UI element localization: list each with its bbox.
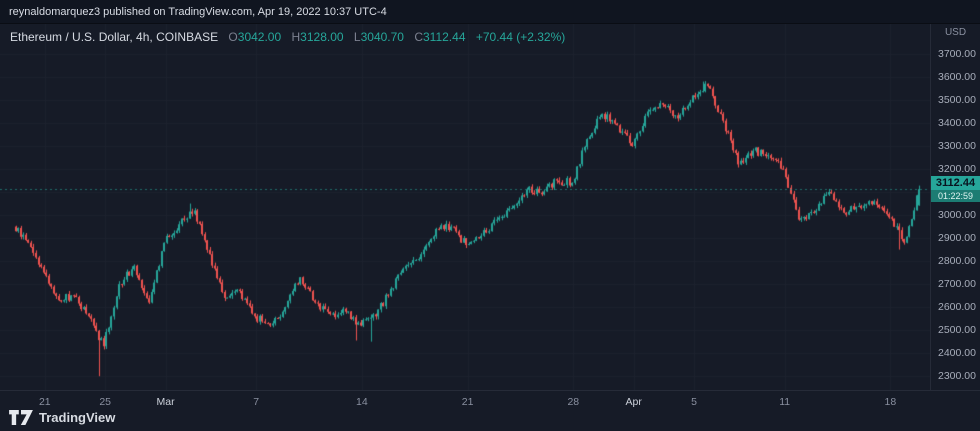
last-price-value: 3112.44 bbox=[935, 177, 976, 190]
tradingview-logo-icon bbox=[9, 410, 33, 425]
symbol-title[interactable]: Ethereum / U.S. Dollar, 4h, COINBASE bbox=[10, 30, 219, 44]
time-axis[interactable]: 21 25 Mar 7 14 21 28 Apr 5 11 18 bbox=[0, 390, 980, 431]
symbol-legend: Ethereum / U.S. Dollar, 4h, COINBASE O30… bbox=[10, 30, 565, 44]
price-axis[interactable]: USD 2300.00 2400.00 2500.00 2600.00 2700.00 2… bbox=[930, 24, 980, 390]
last-price-label: 3112.44 01:22:59 bbox=[931, 176, 980, 203]
open-value: 3042.00 bbox=[237, 30, 282, 44]
price-tick-label: 2900.00 bbox=[938, 232, 976, 245]
time-tick-label: 18 bbox=[884, 396, 897, 408]
time-tick-label: 5 bbox=[691, 396, 698, 408]
time-tick-label: 7 bbox=[253, 396, 260, 408]
price-tick-label: 3500.00 bbox=[938, 93, 976, 106]
price-tick-label: 3400.00 bbox=[938, 116, 976, 129]
time-tick-label: Apr bbox=[625, 396, 642, 408]
tradingview-logo-text: TradingView bbox=[39, 410, 116, 425]
price-tick-label: 3600.00 bbox=[938, 70, 976, 83]
price-tick-label: 2400.00 bbox=[938, 347, 976, 360]
price-tick-label: 3700.00 bbox=[938, 47, 976, 60]
change-value: +70.44 (+2.32%) bbox=[475, 30, 566, 44]
price-tick-label: 2800.00 bbox=[938, 255, 976, 268]
chart-pane[interactable]: Ethereum / U.S. Dollar, 4h, COINBASE O30… bbox=[0, 24, 930, 390]
time-tick-label: 21 bbox=[461, 396, 474, 408]
price-tick-label: 2500.00 bbox=[938, 324, 976, 337]
time-tick-label: 14 bbox=[356, 396, 368, 408]
high-value: 3128.00 bbox=[300, 30, 344, 44]
time-tick-label: 11 bbox=[779, 396, 791, 408]
close-label: C bbox=[414, 30, 423, 44]
price-tick-label: 3200.00 bbox=[938, 163, 976, 176]
price-tick-label: 2600.00 bbox=[938, 301, 976, 314]
price-tick-label: 2700.00 bbox=[938, 278, 976, 291]
low-label: L bbox=[353, 30, 361, 44]
price-tick-label: 3000.00 bbox=[938, 209, 976, 222]
time-tick-label: 25 bbox=[99, 396, 112, 408]
tradingview-logo[interactable]: TradingView bbox=[9, 410, 115, 425]
attribution-bar: reynaldomarquez3 published on TradingVie… bbox=[0, 0, 980, 24]
attribution-text: reynaldomarquez3 published on TradingVie… bbox=[9, 6, 387, 18]
low-value: 3040.70 bbox=[360, 30, 404, 44]
price-tick-label: 2300.00 bbox=[938, 370, 976, 383]
candlestick-canvas[interactable] bbox=[0, 24, 930, 390]
time-tick-label: 21 bbox=[38, 396, 51, 408]
price-tick-label: 3300.00 bbox=[938, 140, 976, 152]
high-label: H bbox=[291, 30, 301, 44]
open-label: O bbox=[228, 30, 238, 44]
candle-countdown: 01:22:59 bbox=[931, 190, 980, 203]
price-scale-unit: USD bbox=[944, 27, 967, 38]
close-value: 3112.44 bbox=[423, 30, 466, 44]
time-tick-label: Mar bbox=[156, 396, 175, 408]
time-tick-label: 28 bbox=[567, 396, 580, 408]
